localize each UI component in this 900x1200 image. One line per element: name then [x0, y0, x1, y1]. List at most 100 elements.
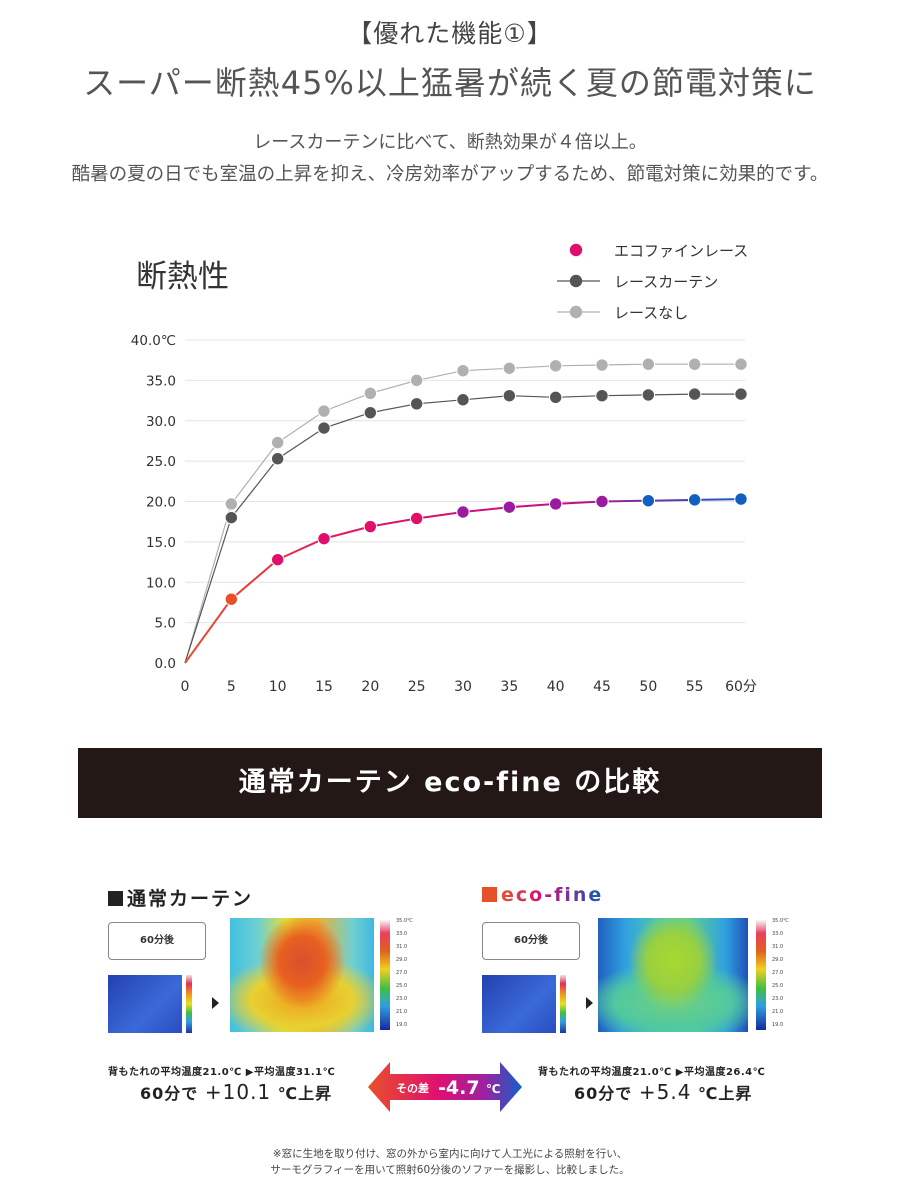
description-line-2: 酷暑の夏の日でも室温の上昇を抑え、冷房効率がアップするため、節電対策に効果的です…	[71, 164, 829, 185]
data-point	[734, 492, 748, 506]
y-tick-label: 15.0	[146, 535, 176, 551]
scale-label: 23.0	[396, 996, 408, 1002]
data-point	[317, 531, 331, 546]
y-tick-label: 35.0	[146, 373, 176, 389]
data-point	[734, 357, 748, 371]
scale-label: 29.0	[772, 957, 784, 963]
data-point	[548, 359, 563, 373]
left-rise-suffix: ℃上昇	[277, 1084, 333, 1103]
x-tick-label: 0	[181, 679, 190, 695]
scale-label: 33.0	[772, 931, 784, 937]
scale-label: 23.0	[772, 996, 784, 1002]
y-tick-label: 5.0	[155, 616, 176, 632]
legend-label: レースなし	[614, 304, 688, 322]
difference-prefix: その差	[396, 1081, 429, 1095]
scale-label: 35.0℃	[772, 918, 789, 924]
data-point	[502, 500, 517, 514]
x-tick-label: 45	[593, 679, 611, 695]
legend-label: エコファインレース	[614, 242, 748, 260]
data-point	[409, 511, 424, 526]
scale-label: 19.0	[772, 1022, 784, 1028]
section-headline: スーパー断熱45%以上猛暑が続く夏の節電対策に	[83, 64, 817, 102]
scale-label: 21.0	[772, 1009, 784, 1015]
left-panel-title-text: 通常カーテン	[127, 888, 254, 910]
data-point	[224, 592, 239, 606]
data-point	[595, 389, 609, 403]
scale-label: 31.0	[772, 944, 784, 950]
data-point	[409, 373, 424, 388]
left-after-label: 60分後	[108, 922, 206, 960]
right-before-colorbar	[560, 975, 566, 1033]
right-before-thermal-image	[482, 975, 556, 1033]
description-line-1: レースカーテンに比べて、断熱効果が４倍以上。	[253, 132, 647, 153]
right-rise-prefix: 60分で	[574, 1084, 633, 1103]
y-axis-ticks: 0.0 5.0 10.0 15.0 20.0 25.0 30.0 35.0 40.0℃	[131, 333, 176, 672]
chart-title: 断熱性	[136, 259, 229, 295]
data-point	[548, 390, 563, 405]
data-point	[409, 397, 424, 411]
y-tick-label: 25.0	[146, 454, 176, 470]
x-tick-label: 50	[639, 679, 657, 695]
legend-marker	[569, 243, 583, 257]
right-rise-text: 60分で +5.4 ℃上昇	[574, 1080, 752, 1104]
data-point	[687, 493, 702, 507]
data-point	[224, 510, 239, 525]
scale-label: 35.0℃	[396, 918, 413, 924]
data-point	[548, 497, 563, 511]
left-after-colorbar	[380, 920, 390, 1030]
data-point	[270, 452, 285, 466]
data-point	[317, 404, 331, 418]
left-after-thermal-image	[230, 918, 374, 1032]
legend-marker	[569, 305, 583, 319]
scale-label: 29.0	[396, 957, 408, 963]
right-after-colorbar	[756, 920, 766, 1030]
y-tick-label: 40.0℃	[131, 333, 176, 349]
data-point	[224, 497, 239, 511]
data-point	[456, 505, 470, 519]
x-tick-label: 20	[361, 679, 379, 695]
left-panel-title: 通常カーテン	[108, 884, 253, 911]
comparison-banner: 通常カーテン eco-fine の比較	[78, 748, 822, 818]
data-point	[595, 358, 609, 372]
left-rise-value: +10.1	[204, 1080, 272, 1104]
series-line-0	[184, 498, 742, 664]
scale-label: 31.0	[396, 944, 408, 950]
x-tick-label: 25	[408, 679, 426, 695]
data-point	[270, 435, 285, 450]
right-rise-value: +5.4	[638, 1080, 692, 1104]
x-tick-label: 60分	[725, 679, 757, 695]
data-point	[363, 519, 378, 534]
x-tick-label: 35	[500, 679, 518, 695]
black-square-icon	[108, 891, 123, 906]
x-tick-label: 5	[227, 679, 236, 695]
x-tick-label: 55	[686, 679, 704, 695]
difference-arrow: その差 -4.7 ℃	[368, 1062, 522, 1112]
data-point	[317, 421, 331, 435]
series-points	[224, 357, 748, 606]
footnote-line-1: ※窓に生地を取り付け、窓の外から室内に向けて人工光による照射を行い、	[272, 1148, 628, 1160]
left-before-thermal-image	[108, 975, 182, 1033]
left-before-colorbar	[186, 975, 192, 1033]
left-rise-prefix: 60分で	[140, 1084, 199, 1103]
data-point	[502, 361, 517, 375]
right-arrow-icon	[212, 997, 219, 1009]
right-scale-labels: 35.0℃ 33.0 31.0 29.0 27.0 25.0 23.0 21.0 19.0	[772, 915, 789, 1032]
legend-label: レースカーテン	[614, 273, 718, 291]
left-rise-text: 60分で +10.1 ℃上昇	[140, 1080, 332, 1104]
data-point	[641, 388, 656, 402]
data-point	[641, 357, 656, 371]
data-point	[363, 405, 378, 420]
scale-label: 25.0	[772, 983, 784, 989]
section-title: 【優れた機能①】	[347, 19, 553, 48]
data-point	[363, 386, 378, 400]
data-point	[641, 493, 656, 508]
footnote-line-2: サーモグラフィーを用いて照射60分後のソファーを撮影し、比較しました。	[270, 1164, 630, 1176]
scale-label: 33.0	[396, 931, 408, 937]
data-point	[734, 387, 748, 401]
difference-unit: ℃	[486, 1082, 501, 1096]
x-tick-label: 40	[547, 679, 565, 695]
x-tick-label: 30	[454, 679, 472, 695]
x-axis-ticks: 0 5 10 15 20 25 30 35 40 45 50 55 60分	[181, 679, 757, 695]
left-average-temp: 背もたれの平均温度21.0℃ ▶平均温度31.1℃	[108, 1067, 336, 1078]
right-panel-title: eco-fine	[482, 884, 603, 906]
